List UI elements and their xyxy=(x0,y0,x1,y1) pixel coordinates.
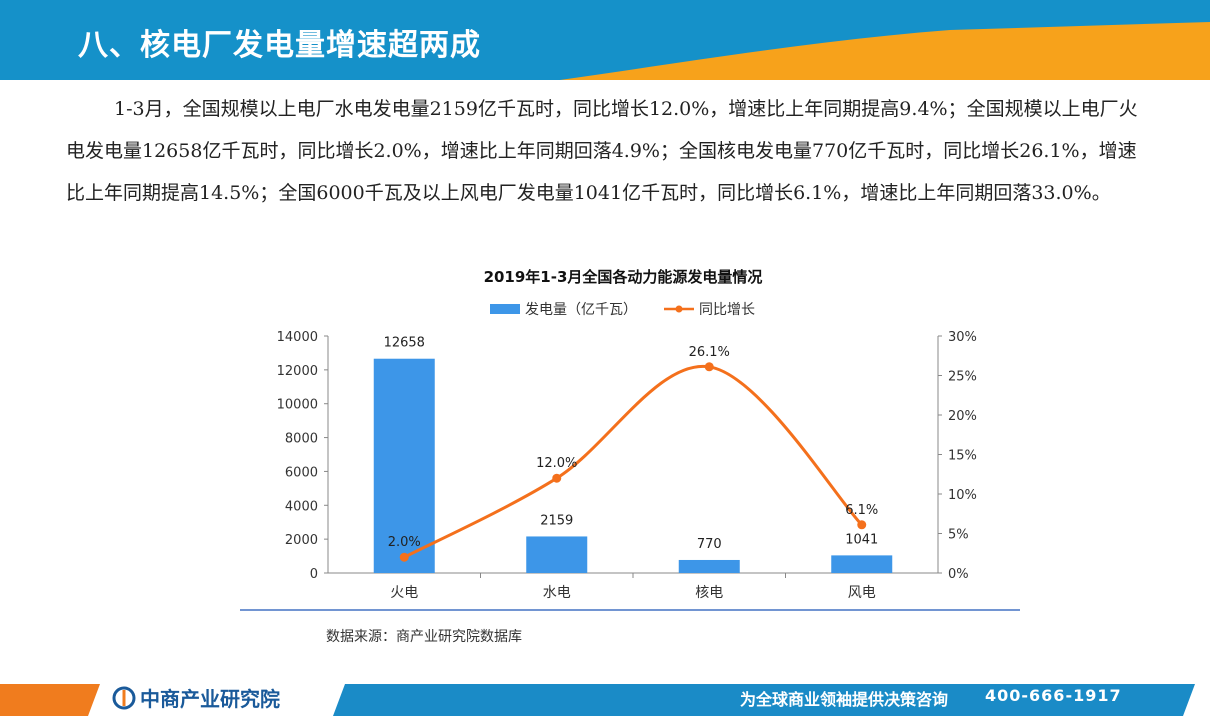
line-value-label: 26.1% xyxy=(689,345,730,360)
chart-legend: 发电量（亿千瓦） 同比增长 xyxy=(490,302,755,318)
data-labels: 12658 2159 770 1041 2.0% 12.0% 26.1% 6.1% xyxy=(384,336,879,552)
bar-series xyxy=(373,358,893,573)
line-series xyxy=(399,362,867,562)
line-value-label: 6.1% xyxy=(845,503,878,518)
y-right-tick-label: 10% xyxy=(948,488,977,503)
y-left-tick-label: 8000 xyxy=(285,432,318,447)
y-right-tick-label: 5% xyxy=(948,528,969,543)
line-value-label: 2.0% xyxy=(388,535,421,550)
line-point xyxy=(399,552,409,562)
slide-title: 八、核电厂发电量增速超两成 xyxy=(78,28,481,63)
y-left-tick-label: 10000 xyxy=(277,398,318,413)
y-left-tick-label: 6000 xyxy=(285,465,318,480)
footer-shape xyxy=(0,684,1195,716)
line-value-label: 12.0% xyxy=(536,456,577,471)
legend-swatch-bar xyxy=(490,304,520,314)
y-left-tick-label: 4000 xyxy=(285,499,318,514)
x-tick-label: 风电 xyxy=(848,585,876,601)
footer-bar xyxy=(0,680,1210,716)
bar xyxy=(526,536,588,573)
bar xyxy=(678,559,740,573)
bar xyxy=(373,358,435,573)
banner-shape xyxy=(0,0,1210,80)
bar-value-label: 12658 xyxy=(384,336,425,351)
footer-logo-text: 中商产业研究院 xyxy=(140,687,280,711)
x-tick-label: 核电 xyxy=(695,585,723,601)
combo-chart: 2019年1-3月全国各动力能源发电量情况 发电量（亿千瓦） 同比增长 0 200… xyxy=(240,268,1020,611)
x-tick-label: 火电 xyxy=(390,585,418,601)
growth-line xyxy=(403,364,863,559)
bar xyxy=(831,555,893,573)
chart-title: 2019年1-3月全国各动力能源发电量情况 xyxy=(484,268,763,286)
line-point xyxy=(552,473,562,483)
chart-container: 2019年1-3月全国各动力能源发电量情况 发电量（亿千瓦） 同比增长 0 200… xyxy=(240,268,1020,611)
x-tick-label: 水电 xyxy=(543,585,571,601)
bar-value-label: 1041 xyxy=(845,532,878,547)
bar-value-label: 770 xyxy=(697,537,722,552)
legend-label-line: 同比增长 xyxy=(699,302,755,318)
y-right-tick-label: 30% xyxy=(948,330,977,345)
body-paragraph: 1-3月，全国规模以上电厂水电发电量2159亿千瓦时，同比增长12.0%，增速比… xyxy=(66,98,1138,204)
footer-slogan: 为全球商业领袖提供决策咨询 xyxy=(740,690,949,709)
y-right-tick-label: 25% xyxy=(948,370,977,385)
bar-value-label: 2159 xyxy=(540,513,573,528)
line-point xyxy=(704,362,714,372)
legend-marker-line xyxy=(675,305,683,313)
y-left-tick-label: 12000 xyxy=(277,364,318,379)
legend-label-bar: 发电量（亿千瓦） xyxy=(525,302,637,318)
y-right-tick-label: 20% xyxy=(948,409,977,424)
data-source: 数据来源：商产业研究院数据库 xyxy=(326,629,522,645)
y-left-tick-label: 0 xyxy=(310,567,318,582)
line-point xyxy=(857,520,867,530)
footer-phone: 400-666-1917 xyxy=(985,686,1122,705)
chart-axes: 0 2000 4000 6000 8000 10000 12000 14000 0% 5% 10% 1… xyxy=(277,330,977,601)
header-banner xyxy=(0,0,1210,80)
y-right-tick-label: 15% xyxy=(948,449,977,464)
y-right-tick-label: 0% xyxy=(948,567,969,582)
y-left-tick-label: 2000 xyxy=(285,533,318,548)
y-left-tick-label: 14000 xyxy=(277,330,318,345)
logo-icon xyxy=(112,686,136,710)
